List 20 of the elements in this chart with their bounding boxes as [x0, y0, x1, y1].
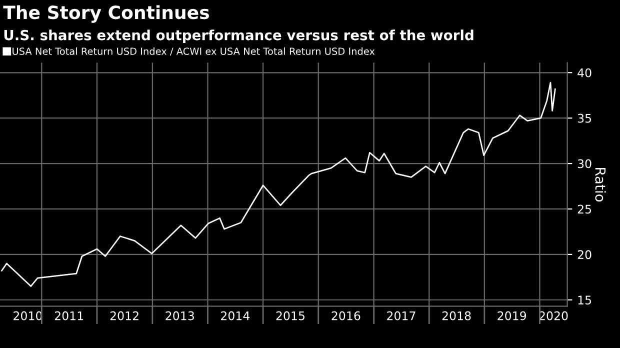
y-tick-label: 35: [578, 114, 592, 123]
x-tick-label: 2020: [539, 311, 568, 320]
y-tick-label: 30: [578, 159, 592, 168]
y-axis-title: Ratio: [595, 168, 606, 202]
y-tick-label: 15: [578, 296, 592, 305]
x-tick-label: 2017: [387, 311, 416, 320]
x-tick-label: 2014: [221, 311, 250, 320]
y-tick-label: 20: [578, 250, 592, 260]
y-tick-label: 25: [578, 204, 592, 214]
legend-label: USA Net Total Return USD Index / ACWI ex USA Net Total Return USD Index: [12, 47, 375, 56]
x-tick-label: 2016: [332, 311, 360, 320]
x-tick-label: 2011: [54, 311, 84, 320]
x-tick-label: 2018: [442, 311, 471, 320]
chart-subtitle: U.S. shares extend outperformance versus rest of the world: [4, 30, 474, 44]
x-tick-label: 2019: [498, 311, 526, 320]
x-tick-label: 2012: [110, 311, 138, 320]
y-tick-label: 40: [578, 68, 592, 78]
x-tick-label: 2015: [276, 311, 304, 320]
x-tick-label: 2013: [166, 311, 194, 320]
chart-title: The Story Continues: [3, 5, 209, 23]
